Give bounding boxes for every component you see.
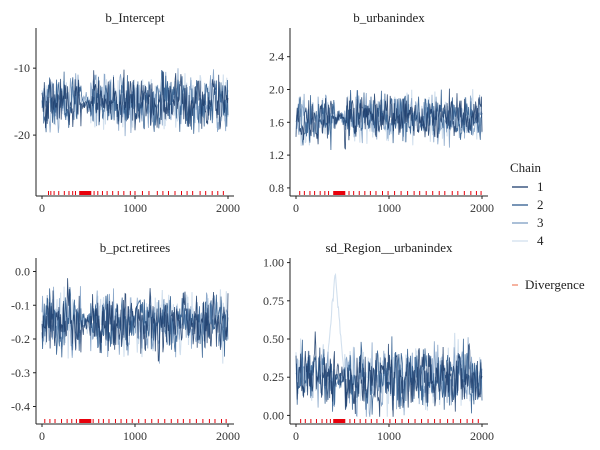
y-tick-label: -0.3 <box>11 366 30 380</box>
x-tick-label: 1000 <box>377 429 401 443</box>
x-tick-label: 0 <box>293 429 299 443</box>
legend-label: 1 <box>537 179 544 194</box>
panel-b-intercept: b_Intercept -10 -20 0 1000 2000 <box>14 10 240 215</box>
divergence-cluster <box>333 191 345 195</box>
panel-title: b_pct.retirees <box>100 240 170 255</box>
x-tick-label: 0 <box>39 201 45 215</box>
legend-entry-divergence: Divergence <box>512 277 585 292</box>
y-tick-label: -10 <box>14 61 30 75</box>
divergence-legend-label: Divergence <box>525 277 585 292</box>
legend-entry-3: 3 <box>512 215 544 230</box>
y-tick-label: 0.50 <box>263 332 284 346</box>
y-tick-label: 0.0 <box>15 265 30 279</box>
divergence-cluster <box>79 419 91 423</box>
legend-entry-1: 1 <box>512 179 544 194</box>
x-tick-label: 2000 <box>216 201 240 215</box>
y-tick-label: -20 <box>14 128 30 142</box>
panel-title: b_Intercept <box>105 10 165 25</box>
y-tick-label: 1.00 <box>263 256 284 270</box>
x-tick-label: 0 <box>293 201 299 215</box>
panel-title: sd_Region__urbanindex <box>325 240 453 255</box>
plot-area: 0.0 -0.1 -0.2 -0.3 -0.4 0 1000 2000 <box>11 258 240 443</box>
y-tick-label: -0.2 <box>11 332 30 346</box>
y-tick-label: 0.8 <box>269 181 284 195</box>
panel-sd-region-urbanindex: sd_Region__urbanindex 1.00 0.75 0.50 0.25 0.… <box>263 240 494 443</box>
x-tick-label: 1000 <box>377 201 401 215</box>
panel-b-pct-retirees: b_pct.retirees 0.0 -0.1 -0.2 -0.3 -0.4 0 1000 2… <box>11 240 240 443</box>
y-tick-label: -0.1 <box>11 298 30 312</box>
legend-title: Chain <box>510 160 542 175</box>
panel-title: b_urbanindex <box>353 10 425 25</box>
y-tick-label: -0.4 <box>11 400 30 414</box>
x-tick-label: 2000 <box>470 429 494 443</box>
y-tick-label: 0.25 <box>263 370 284 384</box>
x-tick-label: 1000 <box>123 201 147 215</box>
y-tick-label: 1.2 <box>269 148 284 162</box>
legend-entry-4: 4 <box>512 233 544 248</box>
x-tick-label: 2000 <box>470 201 494 215</box>
y-tick-label: 2.0 <box>269 83 284 97</box>
y-tick-label: 2.4 <box>269 50 284 64</box>
divergence-cluster <box>79 191 91 195</box>
plot-area: 1.00 0.75 0.50 0.25 0.00 0 1000 2000 <box>263 256 494 443</box>
y-tick-label: 0.00 <box>263 408 284 422</box>
y-tick-label: 1.6 <box>269 115 284 129</box>
x-tick-label: 1000 <box>123 429 147 443</box>
plot-area: 2.4 2.0 1.6 1.2 0.8 0 1000 2000 <box>269 28 494 215</box>
legend-entry-2: 2 <box>512 197 544 212</box>
divergence-cluster <box>333 419 345 423</box>
legend: Chain 1 2 3 4 Divergence <box>510 160 585 292</box>
legend-label: 3 <box>537 215 544 230</box>
legend-label: 2 <box>537 197 544 212</box>
x-tick-label: 0 <box>39 429 45 443</box>
plot-area: -10 -20 0 1000 2000 <box>14 28 240 215</box>
panel-b-urbanindex: b_urbanindex 2.4 2.0 1.6 1.2 0.8 0 1000 2000 <box>269 10 494 215</box>
y-tick-label: 0.75 <box>263 294 284 308</box>
x-tick-label: 2000 <box>216 429 240 443</box>
legend-label: 4 <box>537 233 544 248</box>
